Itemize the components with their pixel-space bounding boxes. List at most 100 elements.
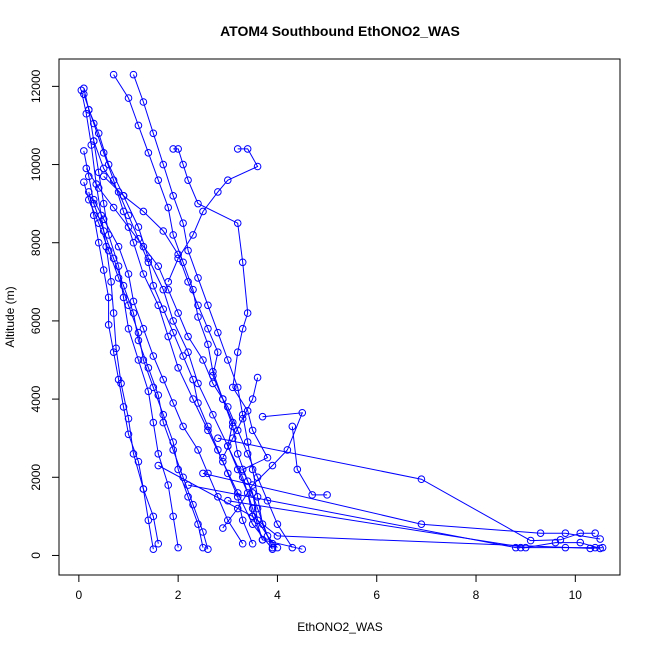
data-point — [253, 373, 262, 382]
data-point — [149, 383, 158, 392]
x-tick-label: 4 — [274, 588, 281, 602]
data-point — [243, 450, 252, 458]
data-point — [184, 278, 192, 286]
data-point — [169, 145, 177, 153]
series-line — [291, 426, 328, 496]
data-point — [80, 178, 88, 186]
data-point — [149, 512, 158, 521]
data-point — [114, 262, 123, 270]
data-point — [129, 450, 138, 458]
data-point — [199, 356, 207, 364]
data-point — [80, 84, 88, 93]
data-point — [129, 309, 138, 317]
data-point — [174, 543, 182, 552]
data-point — [243, 309, 252, 317]
data-point — [99, 164, 108, 173]
data-point — [214, 328, 222, 337]
data-point — [248, 465, 257, 474]
series-line — [83, 88, 179, 548]
data-point — [169, 231, 177, 239]
data-point — [214, 446, 222, 454]
data-point — [209, 410, 217, 419]
data-point — [233, 426, 242, 435]
data-point — [80, 90, 88, 98]
data-point — [89, 137, 98, 145]
data-point — [209, 371, 217, 380]
data-point — [184, 246, 192, 255]
data-point — [104, 321, 113, 329]
data-point — [94, 129, 103, 138]
y-tick-label: 10000 — [29, 148, 43, 182]
data-point — [258, 536, 267, 544]
x-tick-label: 6 — [373, 588, 380, 602]
data-point — [124, 223, 133, 231]
data-point — [99, 227, 108, 235]
data-point — [204, 324, 212, 333]
data-point — [223, 516, 232, 525]
data-point — [194, 446, 202, 454]
y-tick-label: 2000 — [29, 464, 43, 491]
data-point — [248, 481, 257, 489]
data-point — [174, 465, 182, 474]
data-point — [233, 465, 242, 474]
series-line — [222, 377, 259, 458]
y-axis: 0 2000 4000 6000 8000 10000 12000 — [29, 69, 60, 559]
data-point — [194, 199, 202, 208]
data-point — [417, 520, 426, 528]
data-point — [104, 160, 113, 169]
data-point — [233, 383, 242, 392]
data-point — [169, 192, 177, 200]
data-point — [104, 246, 113, 255]
data-point — [169, 438, 177, 446]
y-tick-label: 4000 — [29, 385, 43, 412]
y-tick-label: 6000 — [29, 307, 43, 334]
data-point — [169, 328, 177, 337]
data-point — [84, 188, 93, 196]
data-point — [598, 543, 607, 552]
data-point — [189, 500, 197, 509]
series-line — [80, 90, 154, 550]
data-point — [417, 475, 426, 484]
data-point — [99, 172, 108, 181]
data-point — [223, 176, 232, 184]
data-point — [179, 352, 187, 360]
data-point — [243, 438, 252, 446]
series-line — [103, 175, 263, 540]
data-point — [228, 383, 237, 392]
data-point — [107, 278, 115, 286]
data-point — [149, 418, 158, 427]
data-point — [526, 536, 535, 545]
data-point — [298, 408, 307, 417]
data-point — [144, 364, 153, 372]
data-point — [109, 203, 118, 212]
data-point — [184, 332, 192, 341]
data-point — [164, 332, 173, 341]
data-point — [233, 504, 242, 513]
data-point — [223, 469, 232, 478]
data-point — [283, 446, 292, 454]
data-point — [164, 285, 173, 294]
data-point — [129, 70, 138, 79]
data-point — [194, 301, 202, 310]
data-point — [179, 422, 187, 431]
data-point — [134, 235, 143, 243]
data-point — [169, 317, 177, 325]
data-point — [214, 188, 222, 196]
data-point — [82, 164, 91, 173]
data-point — [139, 485, 148, 493]
data-point — [159, 227, 168, 235]
series-line — [83, 181, 204, 548]
data-point — [134, 328, 143, 337]
data-point — [268, 461, 277, 470]
data-point — [154, 450, 163, 458]
data-point — [561, 529, 570, 537]
data-point — [248, 426, 257, 435]
data-point — [248, 395, 257, 403]
data-point — [268, 543, 277, 552]
data-point — [184, 493, 192, 501]
data-point — [94, 168, 103, 177]
chart-title: ATOM4 Southbound EthONO2_WAS — [220, 23, 460, 39]
data-point — [154, 391, 163, 399]
data-point — [134, 356, 143, 364]
